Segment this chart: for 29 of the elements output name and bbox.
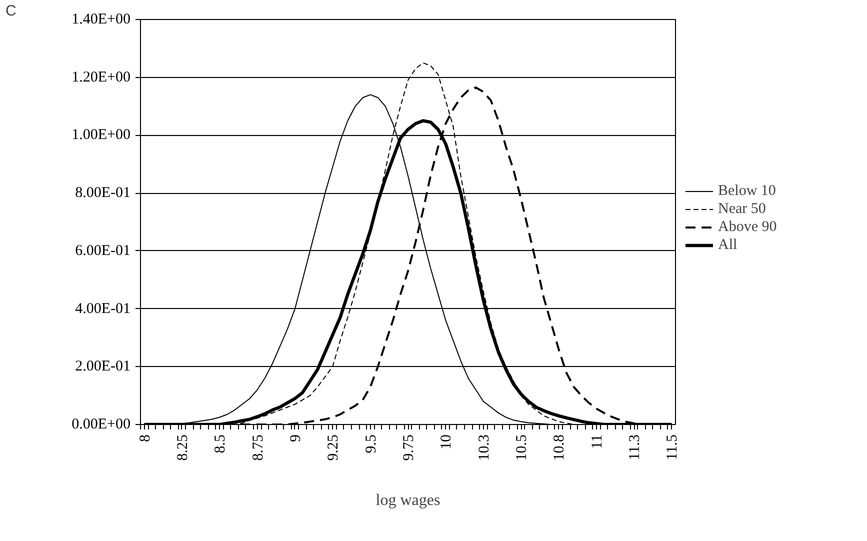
x-tick-label: 9.25 [326,434,342,461]
x-tick-label: 9.75 [401,434,417,461]
x-tick-label: 10.5 [514,434,530,461]
y-tick-label: 1.00E+00 [72,127,131,144]
x-tick-label: 11.3 [627,434,644,460]
x-tick-label: 8 [137,434,154,442]
y-tick-label: 8.00E-01 [75,185,131,202]
x-tick-label: 9 [288,434,304,442]
x-tick-label: 9.5 [363,434,380,454]
legend-label: All [718,236,738,254]
legend-label: Near 50 [718,200,766,218]
text: C [6,2,16,20]
y-tick-label: 6.00E-01 [75,242,131,259]
x-tick-label: 8.25 [174,434,191,461]
x-tick-label: 10 [438,434,455,450]
y-tick-label: 0.00E+00 [72,416,131,432]
x-tick-label: 8.5 [212,434,229,454]
x-tick-label: 10.3 [476,434,492,461]
y-tick-label: 1.20E+00 [72,69,131,86]
y-tick-label: 1.40E+00 [72,12,131,28]
x-tick-label: 10.8 [552,434,568,461]
x-tick-label: 8.75 [250,434,266,461]
x-axis-title: log wages [376,492,440,509]
y-tick-label: 2.00E-01 [75,358,131,375]
x-tick-label: 11 [589,434,606,449]
legend-label: Below 10 [718,182,776,200]
y-tick-label: 4.00E-01 [75,300,131,317]
legend-label: Above 90 [718,218,777,236]
x-tick-label: 11.5 [664,434,681,460]
